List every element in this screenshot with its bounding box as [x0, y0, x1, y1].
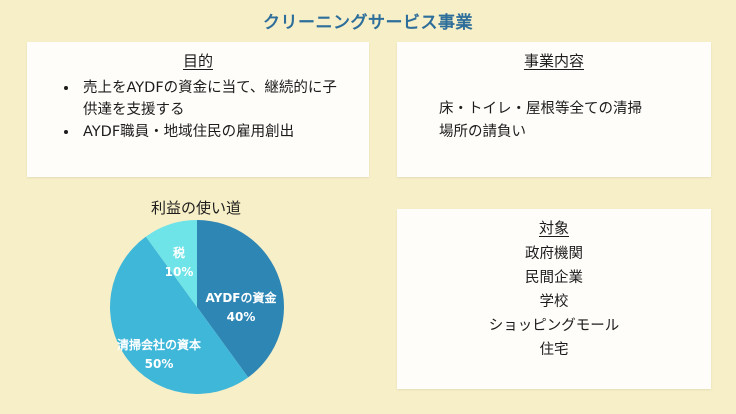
pie-slice-value: 40% — [227, 310, 256, 324]
purpose-list: 売上をAYDFの資金に当て、継続的に子供達を支援する AYDF職員・地域住民の雇… — [27, 77, 369, 143]
page-title: クリーニングサービス事業 — [263, 13, 473, 33]
target-list: 政府機関 民間企業 学校 ショッピングモール 住宅 — [397, 242, 711, 362]
purpose-heading: 目的 — [182, 52, 213, 70]
pie-slice-label: AYDFの資金 — [206, 290, 278, 305]
purpose-card: 目的 売上をAYDFの資金に当て、継続的に子供達を支援する AYDF職員・地域住… — [27, 42, 369, 177]
business-description: 床・トイレ・屋根等全ての清掃 場所の請負い — [439, 98, 669, 144]
pie-slice — [109, 236, 249, 394]
pie-slice — [197, 220, 284, 378]
purpose-item: AYDF職員・地域住民の雇用創出 — [79, 121, 369, 143]
profit-pie-chart: AYDFの資金 40% 清掃会社の資本 50% 税 10% — [109, 220, 284, 394]
target-card: 対象 政府機関 民間企業 学校 ショッピングモール 住宅 — [397, 209, 711, 389]
business-line: 床・トイレ・屋根等全ての清掃 — [439, 101, 642, 117]
target-item: 民間企業 — [525, 270, 583, 286]
chart-title: 利益の使い道 — [150, 199, 241, 217]
pie-slice-value: 50% — [145, 357, 174, 371]
target-item: 住宅 — [539, 342, 569, 358]
business-card: 事業内容 床・トイレ・屋根等全ての清掃 場所の請負い — [397, 42, 711, 177]
business-heading: 事業内容 — [523, 52, 584, 70]
target-item: 政府機関 — [525, 246, 583, 262]
pie-slice — [145, 220, 197, 307]
business-line: 場所の請負い — [439, 124, 526, 140]
purpose-item: 売上をAYDFの資金に当て、継続的に子供達を支援する — [79, 77, 343, 121]
pie-slice-label: 税 — [173, 245, 185, 260]
pie-slice-value: 10% — [165, 265, 194, 279]
pie-slice-label: 清掃会社の資本 — [117, 337, 201, 352]
target-heading: 対象 — [538, 219, 569, 237]
target-item: 学校 — [539, 294, 569, 310]
target-item: ショッピングモール — [488, 318, 620, 334]
